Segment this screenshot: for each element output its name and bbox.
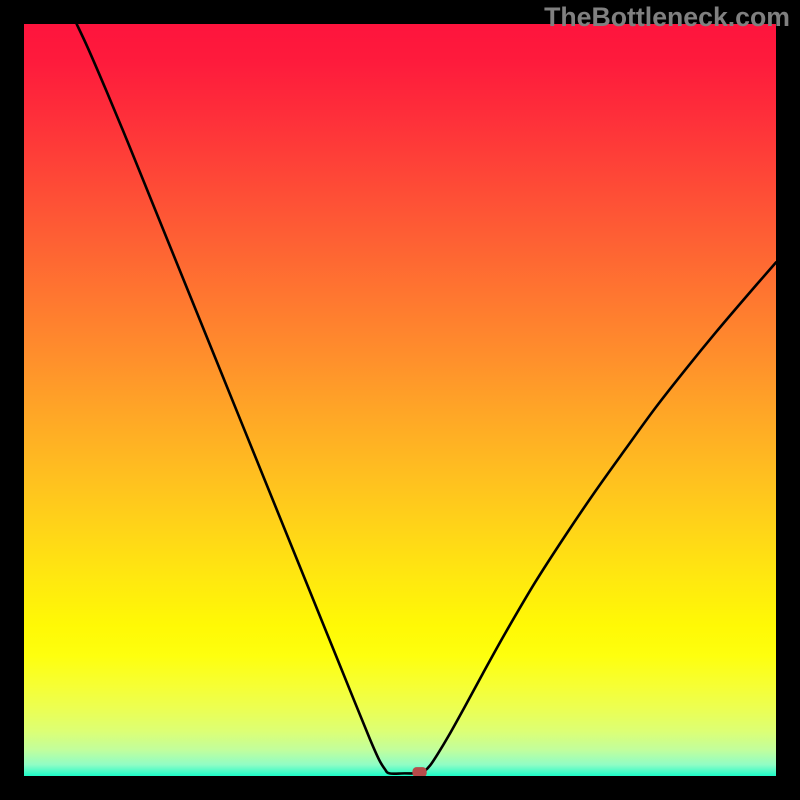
optimal-marker — [412, 767, 426, 776]
plot-area — [24, 24, 776, 776]
gradient-background — [24, 24, 776, 776]
bottleneck-chart — [24, 24, 776, 776]
watermark-label: TheBottleneck.com — [544, 2, 790, 33]
chart-frame: TheBottleneck.com — [0, 0, 800, 800]
